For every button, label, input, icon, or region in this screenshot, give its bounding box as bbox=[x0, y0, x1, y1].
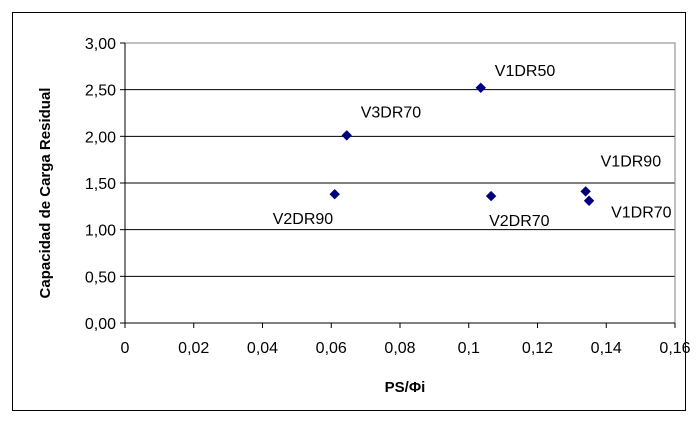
y-axis-title: Capacidad de Carga Residual bbox=[37, 88, 54, 299]
axes bbox=[120, 42, 676, 328]
x-tick-label: 0 bbox=[121, 340, 130, 357]
point-label: V1DR70 bbox=[611, 205, 672, 222]
y-tick-label: 0,00 bbox=[85, 316, 116, 333]
x-tick-label: 0,04 bbox=[247, 340, 278, 357]
x-axis-title: PS/Φi bbox=[385, 379, 426, 396]
x-tick-label: 0,06 bbox=[316, 340, 347, 357]
point-label: V1DR90 bbox=[601, 153, 662, 170]
tick-labels: 0,00 0,50 1,00 1,50 2,00 2,50 3,00 0 0,02 0,04 0,0… bbox=[85, 36, 691, 357]
x-tick-label: 0,1 bbox=[458, 340, 480, 357]
data-points bbox=[329, 82, 595, 206]
x-tick-label: 0,12 bbox=[522, 340, 553, 357]
data-point bbox=[475, 82, 486, 94]
chart-frame bbox=[12, 12, 686, 411]
point-labels: V1DR50 V3DR70 V2DR90 V2DR70 V1DR90 V1DR70 bbox=[273, 63, 672, 230]
data-point bbox=[329, 188, 340, 200]
data-point bbox=[485, 190, 497, 202]
y-tick-label: 0,50 bbox=[85, 269, 116, 286]
point-label: V2DR70 bbox=[489, 213, 550, 230]
data-point bbox=[341, 130, 352, 141]
x-tick-label: 0,08 bbox=[384, 340, 415, 357]
point-label: V1DR50 bbox=[495, 63, 556, 80]
data-point bbox=[580, 186, 591, 197]
x-tick-label: 0,16 bbox=[659, 340, 690, 357]
y-tick-label: 2,50 bbox=[85, 83, 116, 100]
data-point bbox=[583, 195, 595, 206]
y-tick-label: 2,00 bbox=[85, 129, 116, 146]
y-tick-label: 1,00 bbox=[85, 223, 116, 240]
point-label: V3DR70 bbox=[361, 104, 422, 121]
point-label: V2DR90 bbox=[273, 211, 334, 228]
y-tick-label: 1,50 bbox=[85, 176, 116, 193]
x-tick-label: 0,02 bbox=[178, 340, 209, 357]
x-tick-label: 0,14 bbox=[591, 340, 622, 357]
y-tick-label: 3,00 bbox=[85, 36, 116, 53]
gridlines bbox=[125, 42, 675, 277]
